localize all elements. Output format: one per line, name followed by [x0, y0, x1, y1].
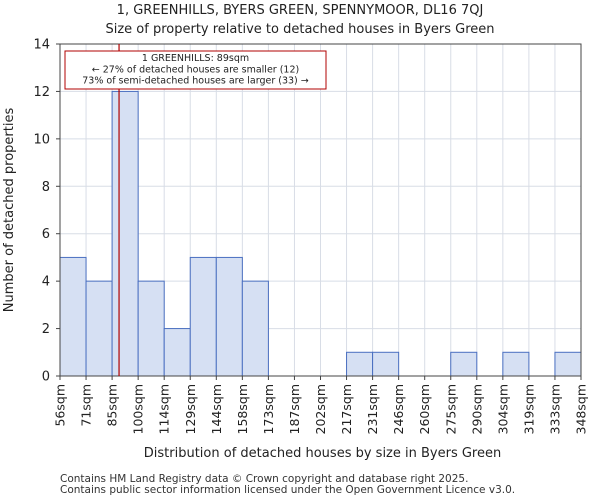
- bar-4: [163, 328, 191, 377]
- y-tick-label-5: 10: [33, 132, 50, 147]
- x-tick-label-9: 187sqm: [287, 384, 302, 434]
- bar-15: [450, 351, 478, 377]
- annotation-line-2: 73% of semi-detached houses are larger (…: [82, 76, 309, 87]
- x-tick-label-13: 246sqm: [391, 384, 406, 434]
- x-tick-label-16: 290sqm: [469, 384, 484, 434]
- y-tick-label-0: 0: [42, 370, 50, 385]
- bar-1: [85, 280, 113, 377]
- y-tick-label-1: 2: [42, 322, 50, 337]
- y-tick-label-4: 8: [42, 180, 50, 195]
- chart-title: 1, GREENHILLS, BYERS GREEN, SPENNYMOOR, …: [116, 3, 484, 18]
- bar-7: [241, 280, 269, 377]
- bar-6: [215, 256, 243, 377]
- annotation-box: [64, 50, 327, 90]
- x-tick-label-5: 129sqm: [183, 384, 198, 434]
- y-tick-label-3: 6: [42, 227, 50, 242]
- annotation-line-1: ← 27% of detached houses are smaller (12…: [92, 64, 299, 75]
- bar-19: [554, 351, 582, 377]
- bar-2: [111, 90, 139, 377]
- y-tick-label-2: 4: [42, 275, 50, 290]
- x-tick-label-18: 319sqm: [521, 384, 536, 434]
- bar-17: [502, 351, 530, 377]
- x-tick-label-0: 56sqm: [53, 384, 68, 427]
- x-tick-label-20: 348sqm: [574, 384, 589, 434]
- y-tick-label-7: 14: [33, 38, 50, 53]
- y-axis-label: Number of detached properties: [2, 108, 17, 313]
- x-tick-label-6: 144sqm: [209, 384, 224, 434]
- x-tick-label-2: 85sqm: [105, 384, 120, 427]
- x-tick-label-1: 71sqm: [79, 384, 94, 427]
- x-tick-label-4: 114sqm: [157, 384, 172, 434]
- x-tick-label-15: 275sqm: [443, 384, 458, 434]
- chart-subtitle: Size of property relative to detached ho…: [105, 22, 495, 37]
- x-tick-label-10: 202sqm: [313, 384, 328, 434]
- bar-5: [189, 256, 217, 377]
- x-tick-label-8: 173sqm: [261, 384, 276, 434]
- footer-licence: Contains public sector information licen…: [60, 484, 516, 496]
- x-tick-label-7: 158sqm: [235, 384, 250, 434]
- x-tick-label-3: 100sqm: [131, 384, 146, 434]
- y-tick-label-6: 12: [33, 85, 50, 100]
- x-tick-label-14: 260sqm: [417, 384, 432, 434]
- x-axis-label: Distribution of detached houses by size …: [144, 446, 501, 461]
- x-tick-label-11: 217sqm: [339, 384, 354, 434]
- footer-copyright: Contains HM Land Registry data © Crown c…: [60, 473, 469, 485]
- x-tick-label-17: 304sqm: [495, 384, 510, 434]
- bar-12: [372, 351, 400, 377]
- x-tick-label-12: 231sqm: [365, 384, 380, 434]
- bar-0: [59, 256, 87, 377]
- bar-11: [346, 351, 374, 377]
- annotation-line-0: 1 GREENHILLS: 89sqm: [142, 53, 249, 64]
- x-tick-label-19: 333sqm: [547, 384, 562, 434]
- bar-3: [137, 280, 165, 377]
